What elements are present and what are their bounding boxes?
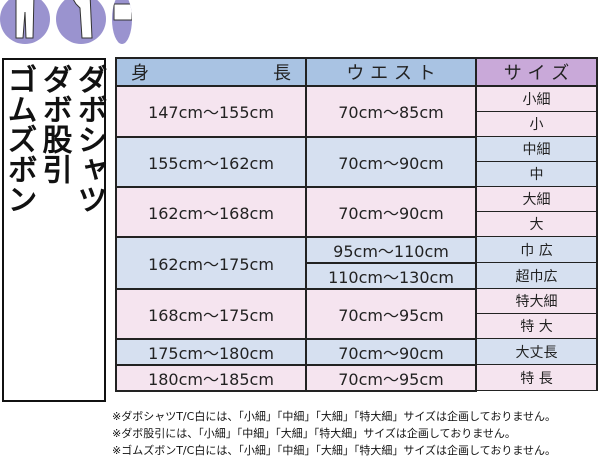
note: ※ダボシャツT/C白には、「小細」「中細」「大細」「特大細」サイズは企画しており… bbox=[112, 410, 556, 423]
waist-cell: 70cm〜90cm bbox=[305, 337, 477, 366]
header-size: サ イ ズ bbox=[475, 57, 598, 87]
size-cell: 小細 bbox=[475, 85, 598, 112]
size-table: 身長 ウ エ ス ト サ イ ズ 147cm〜155cm 70cm〜85cm 小細小… bbox=[115, 57, 598, 392]
waist-cell: 70cm〜85cm bbox=[305, 85, 477, 138]
height-cell: 162cm〜175cm bbox=[115, 235, 307, 290]
table-row: 特 大 bbox=[116, 313, 598, 339]
title-dabo-shirt: ダボシャツ bbox=[71, 64, 107, 214]
table-row: 110cm〜130cm 超巾広 bbox=[116, 261, 598, 290]
height-cell: 155cm〜162cm bbox=[115, 135, 307, 188]
header-height: 身長 bbox=[115, 57, 307, 87]
size-cell: 超巾広 bbox=[475, 262, 598, 289]
height-cell: 175cm〜180cm bbox=[115, 337, 307, 366]
title-dabo-momohiki: ダボ股引 bbox=[36, 64, 72, 184]
size-cell: 小 bbox=[475, 111, 598, 137]
size-cell: 中細 bbox=[475, 136, 598, 162]
size-cell: 特 長 bbox=[475, 364, 598, 391]
height-cell: 180cm〜185cm bbox=[115, 363, 307, 392]
product-title-box: ダボシャツ ダボ股引 ゴムズボン bbox=[1, 58, 107, 402]
waist-cell: 70cm〜90cm bbox=[305, 135, 477, 188]
waist-cell: 110cm〜130cm bbox=[305, 261, 477, 290]
size-cell: 中 bbox=[475, 161, 598, 187]
table-header: 身長 ウ エ ス ト サ イ ズ bbox=[115, 57, 598, 87]
size-cell: 特 大 bbox=[475, 313, 598, 339]
shirt-icon bbox=[112, 0, 132, 44]
waist-cell: 70cm〜95cm bbox=[305, 363, 477, 392]
size-cell: 大 bbox=[475, 211, 598, 237]
height-cell: 162cm〜168cm bbox=[115, 185, 307, 238]
header-waist: ウ エ ス ト bbox=[305, 57, 477, 87]
size-cell: 巾 広 bbox=[475, 236, 598, 263]
table-row: 147cm〜155cm 70cm〜85cm 小細 bbox=[115, 85, 598, 138]
header-height-char: 身 bbox=[131, 63, 149, 84]
height-cell: 147cm〜155cm bbox=[115, 85, 307, 138]
waist-cell: 70cm〜90cm bbox=[305, 185, 477, 238]
height-cell: 168cm〜175cm bbox=[115, 287, 307, 340]
waist-cell: 70cm〜95cm bbox=[305, 287, 477, 340]
table-row: 162cm〜175cm 95cm〜110cm 巾 広 bbox=[115, 235, 598, 290]
table-row: 168cm〜175cm 70cm〜95cm 特大細 bbox=[115, 287, 598, 340]
table-row: 162cm〜168cm 70cm〜90cm 大細 bbox=[115, 185, 598, 238]
table-row: 155cm〜162cm 70cm〜90cm 中細 bbox=[115, 135, 598, 188]
header-height-char: 長 bbox=[273, 63, 291, 84]
note: ※ダボ股引には、「小細」「中細」「大細」「特大細」サイズは企画しておりません。 bbox=[112, 427, 516, 440]
trousers-icon bbox=[0, 0, 50, 44]
waist-cell: 95cm〜110cm bbox=[305, 235, 477, 264]
notes: ※ダボシャツT/C白には、「小細」「中細」「大細」「特大細」サイズは企画しており… bbox=[112, 408, 556, 459]
garment-icons bbox=[0, 0, 132, 52]
title-gomu-zubon: ゴムズボン bbox=[1, 64, 37, 214]
size-cell: 大細 bbox=[475, 186, 598, 212]
table-row: 175cm〜180cm 70cm〜90cm 大丈長 bbox=[115, 337, 598, 366]
table-row: 180cm〜185cm 70cm〜95cm 特 長 bbox=[115, 363, 598, 392]
momohiki-icon bbox=[56, 0, 106, 44]
size-cell: 大丈長 bbox=[475, 338, 598, 365]
size-cell: 特大細 bbox=[475, 288, 598, 314]
note: ※ゴムズボンT/C白には、「小細」「中細」「大細」「特大細」サイズは企画しており… bbox=[112, 444, 556, 457]
table-row: 小 bbox=[116, 111, 598, 137]
